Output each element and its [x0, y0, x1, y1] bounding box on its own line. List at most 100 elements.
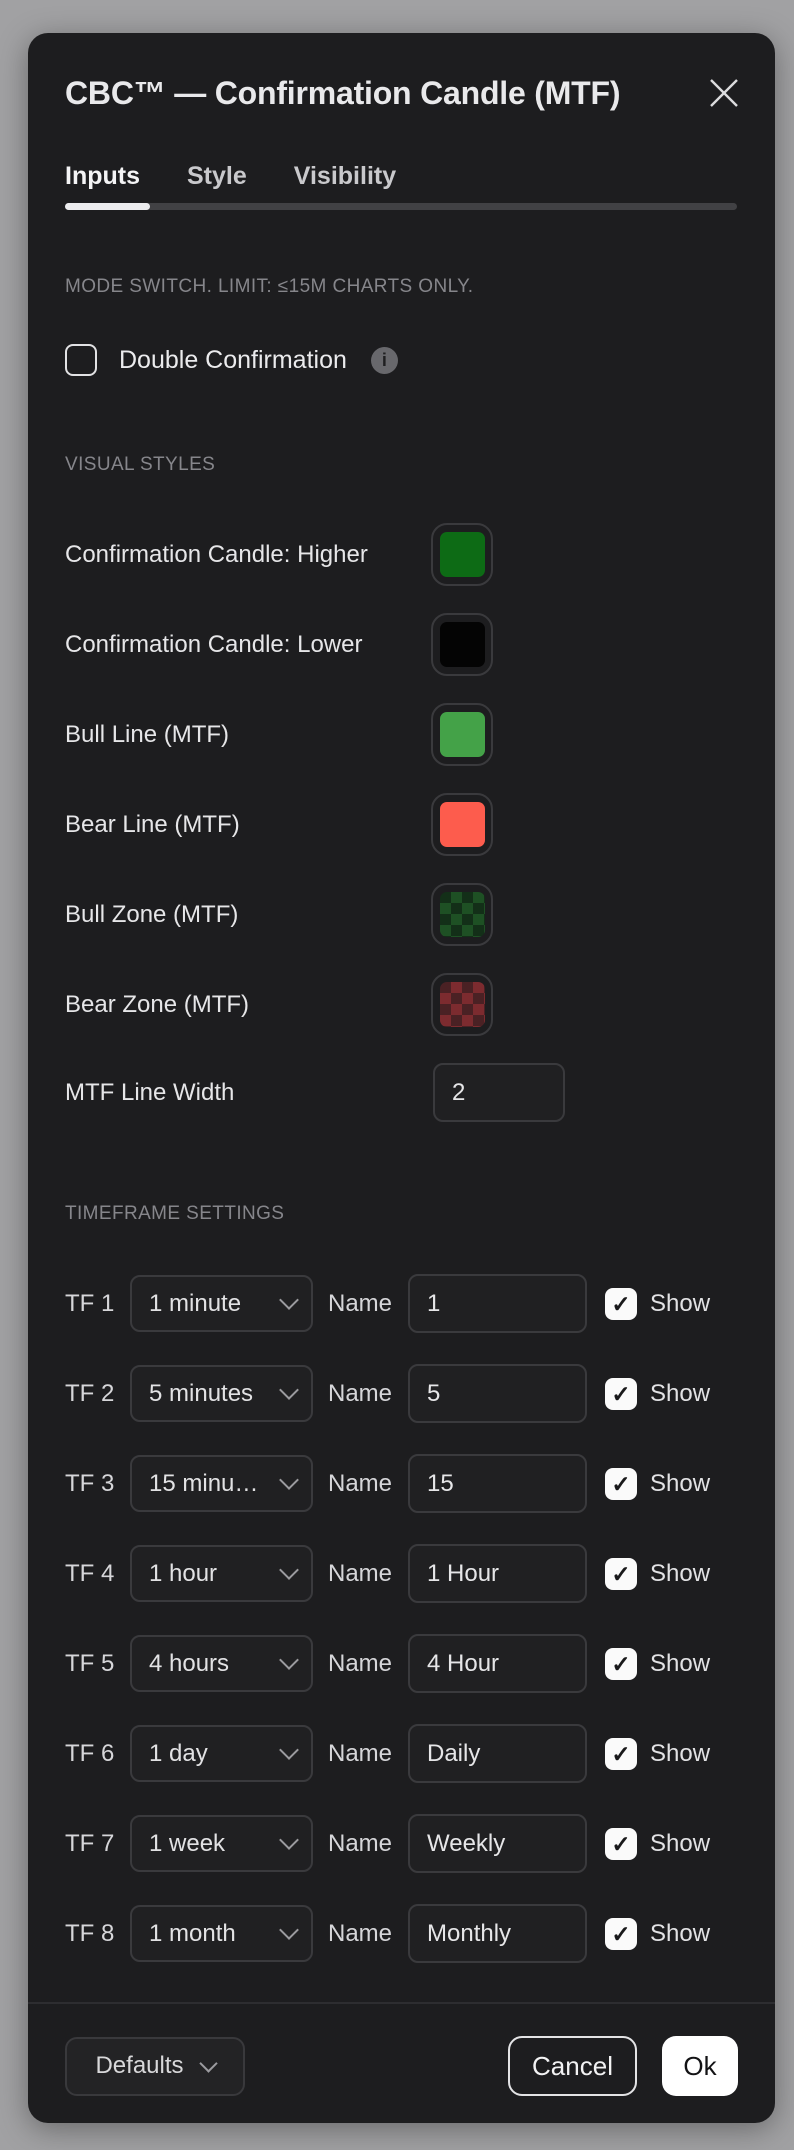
check-icon: ✓	[611, 1290, 631, 1317]
style-row-bull-line: Bull Line (MTF)	[65, 703, 738, 766]
tf7-name-input[interactable]	[408, 1814, 587, 1873]
timeframe-row-6: TF 6 1 day Name ✓ Show	[65, 1724, 738, 1783]
tf5-name-input[interactable]	[408, 1634, 587, 1693]
show-label: Show	[650, 1289, 711, 1317]
show-label: Show	[650, 1919, 711, 1947]
style-row-confirmation-lower: Confirmation Candle: Lower	[65, 613, 738, 676]
style-row-label: Bull Line (MTF)	[65, 720, 230, 748]
check-icon: ✓	[611, 1650, 631, 1677]
color-chip	[439, 712, 485, 757]
tab-underline	[65, 203, 738, 210]
tf2-period-select[interactable]: 5 minutes	[130, 1365, 313, 1422]
name-label: Name	[328, 1739, 393, 1767]
color-swatch-bull-line[interactable]	[431, 703, 493, 766]
tf5-show-checkbox[interactable]: ✓	[605, 1647, 637, 1680]
tf-label: TF 4	[65, 1559, 115, 1587]
tf3-show-checkbox[interactable]: ✓	[605, 1467, 637, 1500]
tf2-show-checkbox[interactable]: ✓	[605, 1377, 637, 1410]
tab-visibility[interactable]: Visibility	[293, 162, 397, 190]
tf7-period-select[interactable]: 1 week	[130, 1815, 313, 1872]
color-chip	[439, 532, 485, 577]
tf4-name-input[interactable]	[408, 1544, 587, 1603]
color-swatch-bull-zone[interactable]	[431, 883, 493, 946]
tf1-show-checkbox[interactable]: ✓	[605, 1287, 637, 1320]
chevron-down-icon	[279, 1380, 299, 1400]
show-label: Show	[650, 1829, 711, 1857]
chevron-down-icon	[279, 1740, 299, 1760]
tf-period-value: 1 week	[149, 1829, 226, 1857]
defaults-dropdown[interactable]: Defaults	[65, 2036, 245, 2096]
chevron-down-icon	[279, 1920, 299, 1940]
timeframe-row-1: TF 1 1 minute Name ✓ Show	[65, 1274, 738, 1333]
check-icon: ✓	[611, 1740, 631, 1767]
timeframe-row-3: TF 3 15 minu… Name ✓ Show	[65, 1454, 738, 1513]
tf6-period-select[interactable]: 1 day	[130, 1725, 313, 1782]
color-swatch-confirmation-lower[interactable]	[431, 613, 493, 676]
check-icon: ✓	[611, 1920, 631, 1947]
style-row-label: Confirmation Candle: Higher	[65, 540, 368, 568]
tf4-show-checkbox[interactable]: ✓	[605, 1557, 637, 1590]
ok-button[interactable]: Ok	[662, 2036, 738, 2096]
close-icon	[710, 79, 738, 107]
tf3-name-input[interactable]	[408, 1454, 587, 1513]
tf-label: TF 2	[65, 1379, 115, 1407]
tf8-period-select[interactable]: 1 month	[130, 1905, 313, 1962]
check-icon: ✓	[611, 1560, 631, 1587]
tf8-name-input[interactable]	[408, 1904, 587, 1963]
tf3-period-select[interactable]: 15 minu…	[130, 1455, 313, 1512]
chevron-down-icon	[198, 2054, 218, 2073]
double-confirmation-checkbox[interactable]	[65, 344, 97, 376]
style-row-label: Bull Zone (MTF)	[65, 900, 239, 928]
close-button[interactable]	[704, 73, 744, 113]
chevron-down-icon	[279, 1650, 299, 1670]
info-icon[interactable]: i	[370, 346, 398, 374]
mtf-line-width-label: MTF Line Width	[65, 1078, 235, 1106]
tf6-show-checkbox[interactable]: ✓	[605, 1737, 637, 1770]
timeframe-row-7: TF 7 1 week Name ✓ Show	[65, 1814, 738, 1873]
mtf-line-width-input[interactable]	[433, 1063, 565, 1122]
chevron-down-icon	[279, 1290, 299, 1310]
name-label: Name	[328, 1379, 393, 1407]
color-swatch-bear-line[interactable]	[431, 793, 493, 856]
style-row-label: Bear Line (MTF)	[65, 810, 240, 838]
show-label: Show	[650, 1379, 711, 1407]
defaults-label: Defaults	[95, 2052, 184, 2079]
tf2-name-input[interactable]	[408, 1364, 587, 1423]
double-confirmation-row: Double Confirmation i	[65, 343, 738, 377]
tf-period-value: 1 minute	[149, 1289, 242, 1317]
tab-bar: Inputs Style Visibility	[65, 163, 738, 190]
dialog-footer: Defaults Cancel Ok	[65, 2036, 738, 2096]
visual-style-rows: Confirmation Candle: Higher Confirmation…	[65, 523, 738, 1122]
tf8-show-checkbox[interactable]: ✓	[605, 1917, 637, 1950]
timeframe-row-5: TF 5 4 hours Name ✓ Show	[65, 1634, 738, 1693]
tab-inputs[interactable]: Inputs	[65, 162, 140, 190]
name-label: Name	[328, 1649, 393, 1677]
tf1-name-input[interactable]	[408, 1274, 587, 1333]
color-swatch-bear-zone[interactable]	[431, 973, 493, 1036]
style-row-bull-zone: Bull Zone (MTF)	[65, 883, 738, 946]
color-swatch-confirmation-higher[interactable]	[431, 523, 493, 586]
chevron-down-icon	[279, 1560, 299, 1580]
style-row-bear-line: Bear Line (MTF)	[65, 793, 738, 856]
cancel-button[interactable]: Cancel	[508, 2036, 637, 2096]
tf1-period-select[interactable]: 1 minute	[130, 1275, 313, 1332]
timeframe-row-2: TF 2 5 minutes Name ✓ Show	[65, 1364, 738, 1423]
dialog-title: CBC™ — Confirmation Candle (MTF)	[65, 75, 621, 111]
color-chip	[439, 622, 485, 667]
tf4-period-select[interactable]: 1 hour	[130, 1545, 313, 1602]
color-chip-checker	[439, 982, 485, 1027]
timeframe-row-8: TF 8 1 month Name ✓ Show	[65, 1904, 738, 1963]
tf5-period-select[interactable]: 4 hours	[130, 1635, 313, 1692]
double-confirmation-label: Double Confirmation	[119, 345, 347, 374]
name-label: Name	[328, 1829, 393, 1857]
tab-style[interactable]: Style	[187, 162, 247, 190]
tf-label: TF 6	[65, 1739, 115, 1767]
tf-label: TF 3	[65, 1469, 115, 1497]
tab-underline-active	[65, 203, 150, 210]
tf-label: TF 8	[65, 1919, 115, 1947]
tf7-show-checkbox[interactable]: ✓	[605, 1827, 637, 1860]
show-label: Show	[650, 1559, 711, 1587]
tf-label: TF 7	[65, 1829, 115, 1857]
tf6-name-input[interactable]	[408, 1724, 587, 1783]
style-row-bear-zone: Bear Zone (MTF)	[65, 973, 738, 1036]
